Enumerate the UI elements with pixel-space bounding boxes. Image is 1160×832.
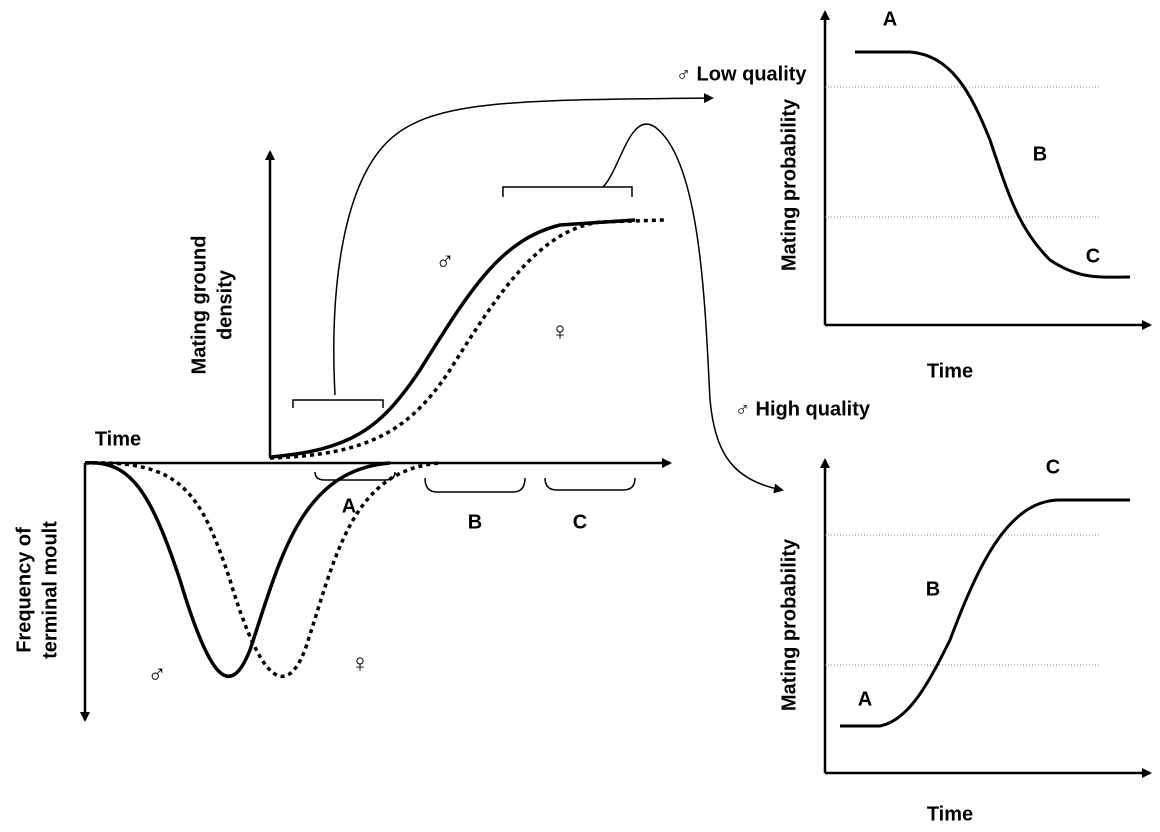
period-label: B — [468, 511, 482, 533]
male-moult-curve — [84, 461, 391, 679]
probability-curve — [840, 498, 1130, 728]
point-label: B — [1033, 143, 1047, 165]
axis-label: Time — [927, 803, 973, 825]
male-density-curve — [269, 218, 636, 459]
point-label: C — [1046, 456, 1060, 478]
point-label: C — [1086, 245, 1100, 267]
female-density-curve — [269, 218, 666, 460]
point-label: A — [858, 688, 872, 710]
sex-symbol: ♀ — [350, 648, 370, 678]
point-label: A — [883, 8, 897, 30]
period-label: A — [342, 495, 356, 517]
axis-label: Mating probability — [778, 98, 800, 271]
sex-symbol: ♂ — [435, 245, 455, 275]
axis-label: Time — [95, 428, 141, 450]
axis-label: density — [214, 269, 236, 340]
axis-label: Frequency of — [13, 527, 35, 653]
panel-title: ♂ Low quality — [676, 63, 807, 85]
sex-symbol: ♂ — [147, 658, 167, 688]
bracket — [424, 477, 526, 493]
axis-label: Mating ground — [188, 236, 210, 375]
axis-label: Mating probability — [778, 538, 800, 711]
panel-title: ♂ High quality — [735, 398, 871, 420]
sex-symbol: ♀ — [550, 316, 570, 346]
connector-arrow — [602, 123, 784, 494]
connector-arrow — [333, 93, 714, 396]
bracket — [544, 477, 636, 491]
female-moult-curve — [84, 461, 441, 679]
axis-label: Time — [927, 360, 973, 382]
bracket — [502, 186, 633, 197]
point-label: B — [926, 578, 940, 600]
period-label: C — [573, 511, 587, 533]
probability-curve — [855, 50, 1131, 279]
bracket — [314, 471, 396, 481]
axis-label: terminal moult — [39, 521, 61, 659]
bracket — [292, 399, 384, 408]
